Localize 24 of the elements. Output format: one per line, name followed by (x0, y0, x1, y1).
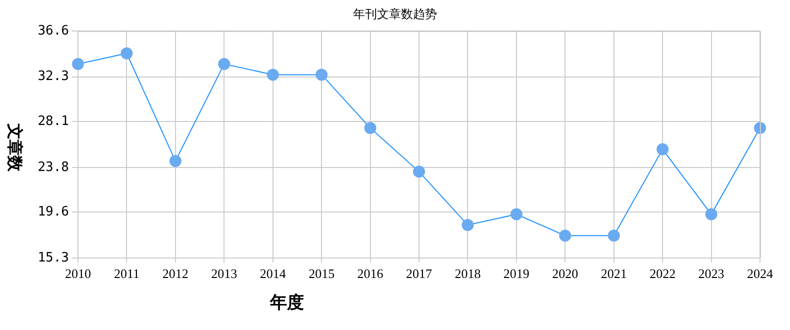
x-tick-label: 2015 (308, 266, 335, 282)
y-tick-label: 36.6 (38, 23, 69, 38)
x-tick-label: 2023 (698, 266, 724, 282)
y-tick-label: 15.3 (38, 250, 69, 266)
x-tick-label: 2012 (162, 266, 188, 282)
x-tick-label: 2016 (357, 266, 384, 282)
x-tick-label: 2019 (503, 266, 530, 282)
x-tick-label: 2018 (454, 266, 481, 282)
y-tick-label: 32.3 (38, 69, 69, 84)
x-tick-label: 2020 (552, 266, 578, 282)
x-tick-label: 2021 (600, 266, 627, 282)
x-tick-label: 2011 (114, 266, 140, 282)
chart-title: 年刊文章数趋势 (352, 6, 438, 23)
x-axis-title: 年度 (270, 292, 304, 314)
y-tick-label: 19.6 (38, 204, 69, 220)
x-tick-label: 2010 (65, 266, 91, 282)
y-axis-title: 文章数 (4, 124, 24, 172)
y-tick-label: 28.1 (38, 114, 69, 129)
x-tick-label: 2014 (260, 266, 286, 282)
x-tick-label: 2017 (406, 266, 432, 282)
y-tick-label: 23.8 (38, 160, 69, 175)
x-tick-label: 2013 (211, 266, 238, 282)
x-tick-label: 2022 (650, 266, 676, 282)
x-tick-label: 2024 (747, 266, 774, 282)
